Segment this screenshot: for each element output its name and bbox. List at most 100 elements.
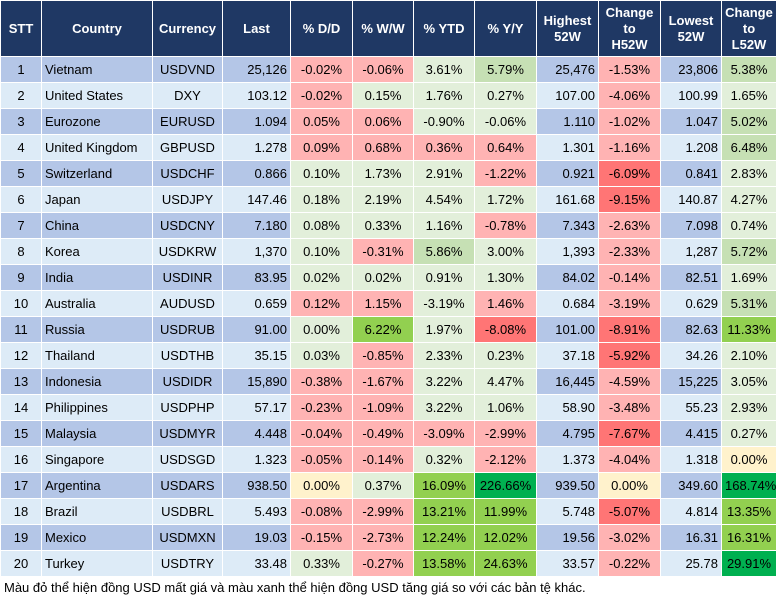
- cell-change-to-h52w: -3.19%: [598, 290, 661, 317]
- cell-pct-ytd: 3.22%: [413, 368, 475, 395]
- cell-change-to-l52w: 168.74%: [721, 472, 777, 499]
- cell-country: Argentina: [41, 472, 153, 499]
- cell-pct-ww: 0.15%: [352, 82, 414, 109]
- cell-highest-52w: 939.50: [536, 472, 599, 499]
- cell-pct-ytd: 1.76%: [413, 82, 475, 109]
- cell-last: 15,890: [222, 368, 291, 395]
- cell-lowest-52w: 1,287: [660, 238, 722, 265]
- cell-currency: USDTHB: [152, 342, 223, 369]
- cell-pct-yy: -0.06%: [474, 108, 537, 135]
- cell-lowest-52w: 16.31: [660, 524, 722, 551]
- cell-pct-dd: 0.00%: [290, 316, 353, 343]
- cell-pct-ww: 0.02%: [352, 264, 414, 291]
- cell-pct-ytd: 3.22%: [413, 394, 475, 421]
- cell-stt: 10: [0, 290, 42, 317]
- header-pct-ytd: % YTD: [413, 0, 475, 57]
- cell-pct-ytd: 13.58%: [413, 550, 475, 577]
- cell-last: 35.15: [222, 342, 291, 369]
- cell-last: 4.448: [222, 420, 291, 447]
- cell-currency: USDBRL: [152, 498, 223, 525]
- cell-pct-ww: 0.68%: [352, 134, 414, 161]
- cell-change-to-l52w: 16.31%: [721, 524, 777, 551]
- cell-country: Philippines: [41, 394, 153, 421]
- cell-currency: GBPUSD: [152, 134, 223, 161]
- cell-change-to-l52w: 0.27%: [721, 420, 777, 447]
- cell-pct-ytd: 12.24%: [413, 524, 475, 551]
- cell-stt: 11: [0, 316, 42, 343]
- cell-lowest-52w: 349.60: [660, 472, 722, 499]
- cell-change-to-h52w: 0.00%: [598, 472, 661, 499]
- cell-change-to-l52w: 5.31%: [721, 290, 777, 317]
- currency-table: STT Country Currency Last% D/D% W/W% YTD% Y…: [0, 0, 777, 577]
- cell-change-to-l52w: 4.27%: [721, 186, 777, 213]
- cell-change-to-l52w: 11.33%: [721, 316, 777, 343]
- cell-highest-52w: 101.00: [536, 316, 599, 343]
- cell-lowest-52w: 1.047: [660, 108, 722, 135]
- cell-stt: 20: [0, 550, 42, 577]
- cell-pct-ytd: 0.36%: [413, 134, 475, 161]
- cell-change-to-h52w: -1.02%: [598, 108, 661, 135]
- cell-pct-yy: -1.22%: [474, 160, 537, 187]
- header-change-to-l52w: Change to L52W: [721, 0, 777, 57]
- cell-pct-ytd: 5.86%: [413, 238, 475, 265]
- cell-last: 0.866: [222, 160, 291, 187]
- cell-last: 1.323: [222, 446, 291, 473]
- cell-last: 0.659: [222, 290, 291, 317]
- cell-pct-dd: 0.05%: [290, 108, 353, 135]
- cell-pct-ww: 0.06%: [352, 108, 414, 135]
- cell-pct-ytd: 13.21%: [413, 498, 475, 525]
- cell-pct-dd: -0.02%: [290, 82, 353, 109]
- cell-change-to-l52w: 0.74%: [721, 212, 777, 239]
- cell-pct-ytd: -0.90%: [413, 108, 475, 135]
- cell-pct-ytd: 2.33%: [413, 342, 475, 369]
- cell-currency: USDIDR: [152, 368, 223, 395]
- cell-stt: 19: [0, 524, 42, 551]
- cell-currency: USDCNY: [152, 212, 223, 239]
- table-row: 16 Singapore USDSGD 1.323 -0.05% -0.14% 0.32% -…: [0, 446, 777, 473]
- cell-currency: USDRUB: [152, 316, 223, 343]
- cell-pct-ww: 0.37%: [352, 472, 414, 499]
- cell-pct-dd: -0.15%: [290, 524, 353, 551]
- cell-currency: USDTRY: [152, 550, 223, 577]
- cell-pct-yy: 24.63%: [474, 550, 537, 577]
- cell-pct-ytd: 1.97%: [413, 316, 475, 343]
- cell-country: Russia: [41, 316, 153, 343]
- cell-pct-dd: 0.10%: [290, 160, 353, 187]
- cell-country: Singapore: [41, 446, 153, 473]
- header-currency: Currency: [152, 0, 223, 57]
- cell-currency: USDMXN: [152, 524, 223, 551]
- cell-last: 25,126: [222, 56, 291, 83]
- cell-lowest-52w: 23,806: [660, 56, 722, 83]
- cell-pct-yy: 11.99%: [474, 498, 537, 525]
- cell-pct-ww: 6.22%: [352, 316, 414, 343]
- cell-pct-dd: 0.03%: [290, 342, 353, 369]
- cell-last: 103.12: [222, 82, 291, 109]
- cell-country: United States: [41, 82, 153, 109]
- cell-stt: 1: [0, 56, 42, 83]
- table-row: 3 Eurozone EURUSD 1.094 0.05% 0.06% -0.90% -0.0…: [0, 108, 777, 135]
- cell-pct-dd: 0.12%: [290, 290, 353, 317]
- cell-change-to-h52w: -4.04%: [598, 446, 661, 473]
- cell-pct-dd: 0.02%: [290, 264, 353, 291]
- cell-stt: 7: [0, 212, 42, 239]
- cell-currency: USDPHP: [152, 394, 223, 421]
- cell-pct-dd: -0.23%: [290, 394, 353, 421]
- cell-country: Thailand: [41, 342, 153, 369]
- cell-stt: 17: [0, 472, 42, 499]
- cell-highest-52w: 33.57: [536, 550, 599, 577]
- cell-lowest-52w: 1.208: [660, 134, 722, 161]
- cell-highest-52w: 16,445: [536, 368, 599, 395]
- cell-pct-ww: -1.09%: [352, 394, 414, 421]
- cell-country: Vietnam: [41, 56, 153, 83]
- cell-pct-yy: 0.23%: [474, 342, 537, 369]
- cell-pct-ytd: 16.09%: [413, 472, 475, 499]
- cell-pct-yy: -8.08%: [474, 316, 537, 343]
- cell-currency: USDCHF: [152, 160, 223, 187]
- cell-change-to-h52w: -1.53%: [598, 56, 661, 83]
- header-change-to-h52w: Change to H52W: [598, 0, 661, 57]
- cell-currency: AUDUSD: [152, 290, 223, 317]
- table-row: 4 United Kingdom GBPUSD 1.278 0.09% 0.68% 0.36…: [0, 134, 777, 161]
- cell-change-to-h52w: -8.91%: [598, 316, 661, 343]
- cell-highest-52w: 58.90: [536, 394, 599, 421]
- cell-country: China: [41, 212, 153, 239]
